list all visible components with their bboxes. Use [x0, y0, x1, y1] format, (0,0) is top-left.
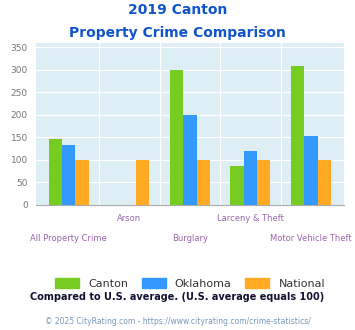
Text: Burglary: Burglary: [172, 234, 208, 243]
Bar: [291, 66, 304, 205]
Bar: [257, 160, 271, 205]
Text: 2019 Canton: 2019 Canton: [128, 3, 227, 17]
Bar: [62, 145, 76, 205]
Text: Larceny & Theft: Larceny & Theft: [217, 214, 284, 223]
Text: Arson: Arson: [117, 214, 141, 223]
Bar: [318, 160, 331, 205]
Text: Compared to U.S. average. (U.S. average equals 100): Compared to U.S. average. (U.S. average …: [31, 292, 324, 302]
Bar: [49, 140, 62, 205]
Bar: [76, 160, 89, 205]
Bar: [183, 115, 197, 205]
Bar: [230, 166, 244, 205]
Text: Property Crime Comparison: Property Crime Comparison: [69, 26, 286, 40]
Text: All Property Crime: All Property Crime: [31, 234, 107, 243]
Bar: [136, 160, 149, 205]
Legend: Canton, Oklahoma, National: Canton, Oklahoma, National: [55, 278, 325, 289]
Bar: [170, 70, 183, 205]
Bar: [244, 151, 257, 205]
Text: Motor Vehicle Theft: Motor Vehicle Theft: [270, 234, 352, 243]
Bar: [304, 136, 318, 205]
Text: © 2025 CityRating.com - https://www.cityrating.com/crime-statistics/: © 2025 CityRating.com - https://www.city…: [45, 317, 310, 326]
Bar: [197, 160, 210, 205]
